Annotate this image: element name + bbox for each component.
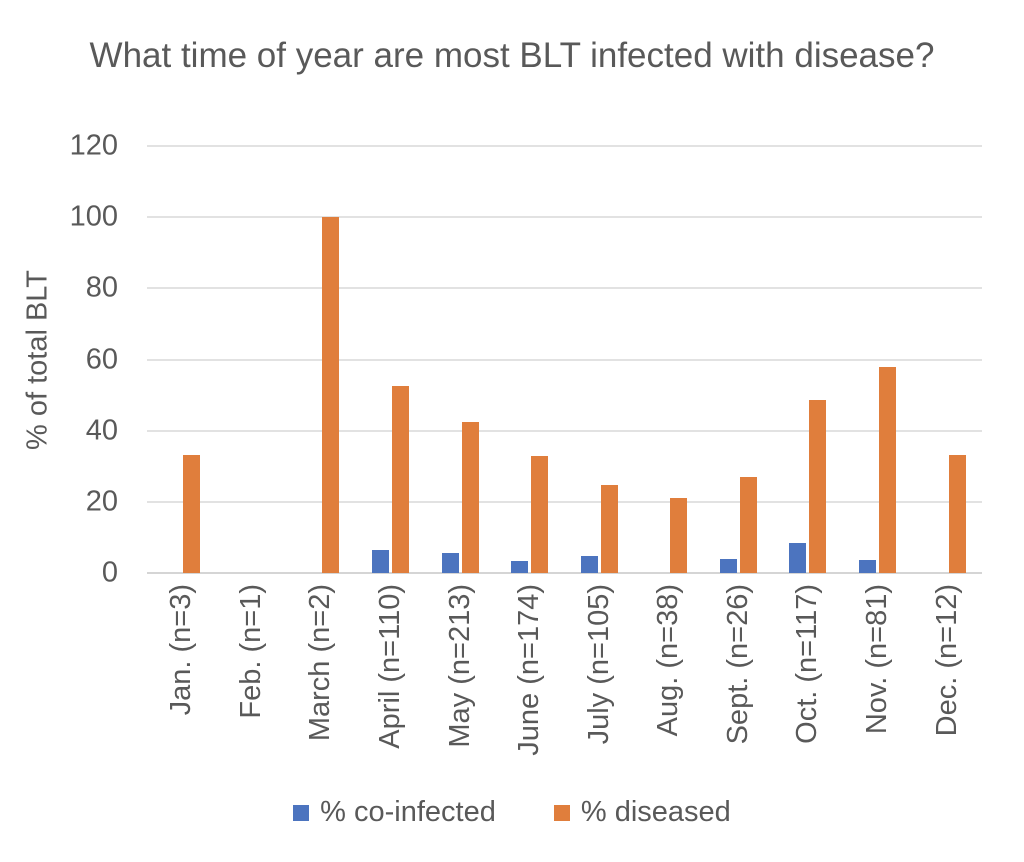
x-tick-label: Jan. (n=3) <box>165 584 198 716</box>
bar-co-infected <box>580 555 598 573</box>
bar-diseased <box>461 422 479 573</box>
category-column <box>217 146 287 573</box>
x-tick-label: Nov. (n=81) <box>861 584 894 735</box>
category-column <box>843 146 913 573</box>
category-column <box>356 146 426 573</box>
category-column <box>912 146 982 573</box>
x-tick-label: June (n=174) <box>513 584 546 756</box>
x-label-cell: Feb. (n=1) <box>217 584 287 789</box>
bar-diseased <box>879 366 897 573</box>
category-column <box>425 146 495 573</box>
x-label-cell: July (n=105) <box>564 584 634 789</box>
chart-title: What time of year are most BLT infected … <box>89 36 935 75</box>
x-label-cell: May (n=213) <box>425 584 495 789</box>
bar-diseased <box>600 484 618 573</box>
bar-co-infected <box>789 542 807 573</box>
legend: % co-infected % diseased <box>0 796 1024 829</box>
bar-co-infected <box>441 553 459 573</box>
x-tick-label: Feb. (n=1) <box>234 584 267 719</box>
y-axis-tick-labels: 0 20 40 60 80 100 120 <box>0 130 118 589</box>
y-tick-label: 20 <box>85 485 118 518</box>
gridline <box>147 429 982 432</box>
category-column <box>286 146 356 573</box>
bar-diseased <box>948 454 966 573</box>
bar-diseased <box>739 477 757 573</box>
x-tick-label: April (n=110) <box>374 584 407 749</box>
legend-item: % diseased <box>553 796 731 829</box>
x-tick-label: Oct. (n=117) <box>791 584 824 744</box>
x-label-cell: Dec. (n=12) <box>912 584 982 789</box>
y-tick-label: 0 <box>101 556 118 589</box>
legend-item: % co-infected <box>293 796 496 829</box>
legend-label: % co-infected <box>320 796 496 828</box>
gridline <box>147 145 982 147</box>
y-tick-label: 100 <box>69 200 118 233</box>
category-column <box>773 146 843 573</box>
x-label-cell: Aug. (n=38) <box>634 584 704 789</box>
legend-swatch-icon <box>553 804 570 821</box>
gridline <box>147 358 982 361</box>
bar-co-infected <box>511 560 529 573</box>
bar-diseased <box>531 456 549 573</box>
y-tick-label: 60 <box>85 343 118 375</box>
x-label-cell: Jan. (n=3) <box>147 584 217 789</box>
plot-area <box>147 145 982 574</box>
x-label-cell: March (n=2) <box>286 584 356 789</box>
y-tick-label: 40 <box>85 414 118 447</box>
x-label-cell: June (n=174) <box>495 584 565 789</box>
legend-swatch-icon <box>293 804 310 821</box>
bar-co-infected <box>859 559 877 573</box>
x-label-cell: April (n=110) <box>356 584 426 789</box>
bar-diseased <box>183 454 201 573</box>
x-tick-label: March (n=2) <box>304 584 337 742</box>
gridline <box>147 500 982 503</box>
bar-diseased <box>670 497 688 573</box>
category-column <box>147 146 217 573</box>
y-tick-label: 120 <box>69 129 118 162</box>
x-tick-label: Dec. (n=12) <box>930 584 963 737</box>
x-axis-labels: Jan. (n=3) Feb. (n=1) March (n=2) April (n=… <box>147 584 982 789</box>
category-column <box>634 146 704 573</box>
x-label-cell: Sept. (n=26) <box>704 584 774 789</box>
x-tick-label: May (n=213) <box>443 584 476 748</box>
x-tick-label: Aug. (n=38) <box>652 584 685 737</box>
bar-co-infected <box>719 559 737 573</box>
category-column <box>704 146 774 573</box>
legend-label: % diseased <box>580 796 731 828</box>
y-tick-label: 80 <box>85 271 118 304</box>
bar-co-infected <box>372 550 390 573</box>
category-column <box>564 146 634 573</box>
x-axis-line <box>147 572 982 574</box>
bar-diseased <box>392 385 410 573</box>
x-tick-label: Sept. (n=26) <box>721 584 754 745</box>
gridline <box>147 287 982 290</box>
category-column <box>495 146 565 573</box>
gridline <box>147 216 982 219</box>
x-tick-label: July (n=105) <box>582 584 615 745</box>
x-label-cell: Nov. (n=81) <box>843 584 913 789</box>
bars-row <box>147 146 982 573</box>
bar-diseased <box>809 399 827 573</box>
x-label-cell: Oct. (n=117) <box>773 584 843 789</box>
bar-diseased <box>322 217 340 573</box>
